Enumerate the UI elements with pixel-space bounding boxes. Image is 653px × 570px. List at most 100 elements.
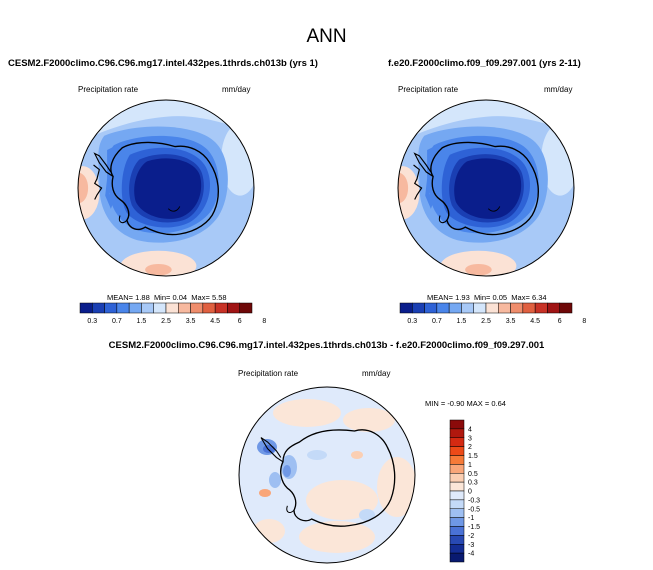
- colorbar-swatch: [116, 302, 130, 314]
- panel-1-variable: Precipitation rate: [78, 85, 139, 94]
- colorbar-swatch: [178, 302, 191, 314]
- min-label: Min=: [473, 293, 491, 302]
- colorbar-swatch: [449, 473, 465, 483]
- max-value: 5.58: [211, 293, 227, 302]
- colorbar-swatch: [128, 302, 142, 314]
- panel-1-stats: MEAN= 1.88 Min= 0.04 Max= 5.58: [107, 293, 227, 302]
- diff-map: [239, 387, 415, 563]
- colorbar-label: -1: [468, 515, 474, 522]
- colorbar-swatch: [485, 302, 499, 314]
- colorbar-label: 0: [468, 489, 472, 496]
- colorbar-swatch: [227, 302, 240, 314]
- colorbar-swatch: [449, 437, 465, 447]
- figure-title: ANN: [306, 26, 347, 47]
- diff-stats: MIN = -0.90 MAX = 0.64: [425, 399, 506, 408]
- colorbar-label: 0.3: [87, 318, 97, 325]
- colorbar-swatch: [449, 499, 465, 509]
- colorbar-swatch: [92, 302, 105, 314]
- colorbar-swatch: [534, 302, 548, 314]
- panel-2-stats: MEAN= 1.93 Min= 0.05 Max= 6.34: [427, 293, 547, 302]
- panel-1-units: mm/day: [222, 85, 251, 94]
- colorbar-swatch: [449, 481, 465, 492]
- colorbar-swatch: [436, 302, 450, 314]
- colorbar-swatch: [559, 302, 573, 314]
- mean-value: 1.93: [455, 293, 470, 302]
- colorbar-label: -4: [468, 551, 474, 558]
- panel-1-map: [78, 100, 254, 276]
- colorbar-label: -2: [468, 533, 474, 540]
- colorbar-label: 0.3: [407, 318, 417, 325]
- colorbar-swatch: [449, 446, 465, 456]
- colorbar-swatch: [510, 302, 524, 314]
- colorbar-label: 1.5: [137, 318, 147, 325]
- colorbar-swatch: [449, 544, 465, 554]
- diff-border: [238, 386, 416, 564]
- colorbar-swatch: [449, 526, 465, 536]
- panel-2-units: mm/day: [544, 85, 573, 94]
- panel-1-colorbar: 0.3 0.7 1.5 2.5 3.5 4.5 6 8: [79, 302, 266, 325]
- diff-variable: Precipitation rate: [238, 369, 299, 378]
- mean-label: MEAN=: [427, 293, 454, 302]
- colorbar-swatch: [473, 302, 487, 314]
- colorbar-label: -1.5: [468, 524, 480, 531]
- max-label: MAX =: [466, 399, 490, 408]
- mean-value: 1.88: [135, 293, 150, 302]
- colorbar-swatch: [399, 302, 413, 314]
- panel-2-map: [398, 100, 574, 276]
- colorbar-label: 3.5: [186, 318, 196, 325]
- colorbar-swatch: [498, 302, 511, 314]
- colorbar-swatch: [165, 302, 179, 314]
- colorbar-swatch: [448, 302, 462, 314]
- colorbar-swatch: [449, 517, 465, 527]
- colorbar-label: 3: [468, 435, 472, 442]
- max-value: 0.64: [491, 399, 506, 408]
- panel-2-variable: Precipitation rate: [398, 85, 459, 94]
- colorbar-swatch: [522, 302, 536, 314]
- min-value: -0.90: [447, 399, 465, 408]
- diff-colorbar: 4 3 2 1.5 1 0.5 0.3 0-0.3 -0.5 -1 -1.5 -2 -3 -4: [449, 419, 480, 563]
- colorbar-swatch: [449, 552, 465, 563]
- colorbar-label: 2: [468, 444, 472, 451]
- max-label: Max=: [511, 293, 530, 302]
- colorbar-label: -0.5: [468, 506, 480, 513]
- colorbar-label: 8: [582, 318, 586, 325]
- colorbar-swatch: [153, 302, 167, 314]
- colorbar-swatch: [449, 428, 465, 438]
- colorbar-swatch: [104, 302, 118, 314]
- colorbar-label: 4.5: [530, 318, 540, 325]
- colorbar-label: 1.5: [468, 453, 478, 460]
- colorbar-swatch: [449, 508, 465, 518]
- min-value: 0.04: [172, 293, 188, 302]
- mean-label: MEAN=: [107, 293, 134, 302]
- diff-units: mm/day: [362, 369, 391, 378]
- colorbar-swatch: [547, 302, 560, 314]
- colorbar-label: 1: [468, 462, 472, 469]
- colorbar-swatch: [449, 419, 465, 430]
- panel-2-colorbar: 0.3 0.7 1.5 2.5 3.5 4.5 6 8: [399, 302, 586, 325]
- colorbar-swatch: [449, 455, 465, 465]
- colorbar-label: 4: [468, 426, 472, 433]
- colorbar-label: 0.7: [112, 318, 122, 325]
- colorbar-label: 1.5: [457, 318, 467, 325]
- panel-2-title: f.e20.F2000climo.f09_f09.297.001 (yrs 2-…: [388, 58, 581, 69]
- colorbar-swatch: [449, 464, 465, 474]
- colorbar-swatch: [461, 302, 474, 314]
- colorbar-swatch: [424, 302, 438, 314]
- max-label: Max=: [191, 293, 210, 302]
- colorbar-label: -3: [468, 542, 474, 549]
- colorbar-swatch: [412, 302, 425, 314]
- colorbar-swatch: [449, 490, 465, 501]
- colorbar-label: -0.3: [468, 497, 480, 504]
- min-label: MIN =: [425, 399, 446, 408]
- min-value: 0.05: [492, 293, 508, 302]
- colorbar-label: 2.5: [481, 318, 491, 325]
- diff-title: CESM2.F2000climo.C96.C96.mg17.intel.432p…: [108, 340, 545, 351]
- colorbar-swatch: [214, 302, 228, 314]
- colorbar-label: 6: [238, 318, 242, 325]
- colorbar-swatch: [79, 302, 93, 314]
- colorbar-swatch: [141, 302, 154, 314]
- panel-1-title: CESM2.F2000climo.C96.C96.mg17.intel.432p…: [8, 58, 318, 69]
- colorbar-label: 2.5: [161, 318, 171, 325]
- min-label: Min=: [153, 293, 171, 302]
